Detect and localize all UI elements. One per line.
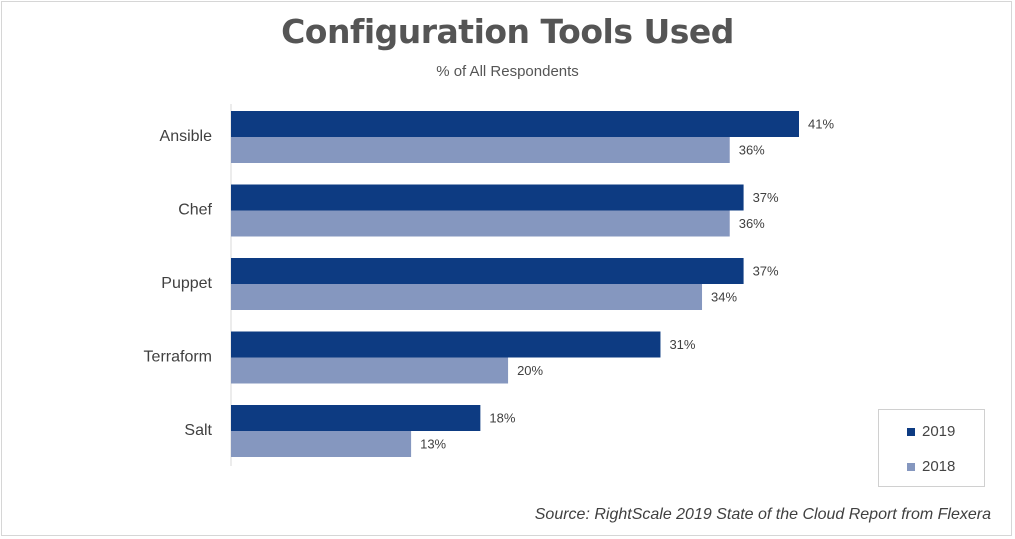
source-note: Source: RightScale 2019 State of the Clo… <box>534 506 991 523</box>
bar-salt-2018 <box>231 431 412 457</box>
category-label-puppet: Puppet <box>161 275 212 292</box>
bar-terraform-2019 <box>231 331 661 358</box>
category-label-salt: Salt <box>184 422 212 439</box>
legend: 2019 2018 <box>878 409 985 487</box>
data-label-chef-2018: 36% <box>739 216 765 231</box>
legend-item-2018: 2018 <box>907 458 955 475</box>
data-label-puppet-2018: 34% <box>711 289 737 304</box>
data-label-salt-2018: 13% <box>420 436 446 451</box>
bar-terraform-2018 <box>231 357 509 384</box>
bar-puppet-2018 <box>231 284 703 310</box>
category-label-ansible: Ansible <box>160 128 213 145</box>
bar-chef-2019 <box>231 184 744 211</box>
bar-chef-2018 <box>231 210 730 237</box>
bar-ansible-2019 <box>231 111 799 137</box>
data-label-chef-2019: 37% <box>753 190 779 205</box>
chart-title: Configuration Tools Used <box>281 12 734 51</box>
data-label-salt-2019: 18% <box>489 410 515 425</box>
data-label-puppet-2019: 37% <box>753 263 779 278</box>
legend-label-2018: 2018 <box>922 458 956 475</box>
data-label-ansible-2018: 36% <box>739 142 765 157</box>
category-label-chef: Chef <box>178 202 212 219</box>
chart-subtitle: % of All Respondents <box>436 63 579 80</box>
data-label-ansible-2019: 41% <box>808 116 834 131</box>
legend-swatch-2019 <box>907 427 915 436</box>
bar-ansible-2018 <box>231 137 730 163</box>
bar-salt-2019 <box>231 405 481 431</box>
data-label-terraform-2019: 31% <box>669 337 695 352</box>
data-label-terraform-2018: 20% <box>517 363 543 378</box>
legend-label-2019: 2019 <box>922 423 956 440</box>
bars-group: Ansible 41% 36% Chef 37% 36% Puppet 37% 34% Terra… <box>144 111 834 457</box>
legend-swatch-2018 <box>907 462 915 471</box>
bar-puppet-2019 <box>231 258 744 284</box>
category-label-terraform: Terraform <box>144 349 212 366</box>
legend-item-2019: 2019 <box>907 423 955 440</box>
